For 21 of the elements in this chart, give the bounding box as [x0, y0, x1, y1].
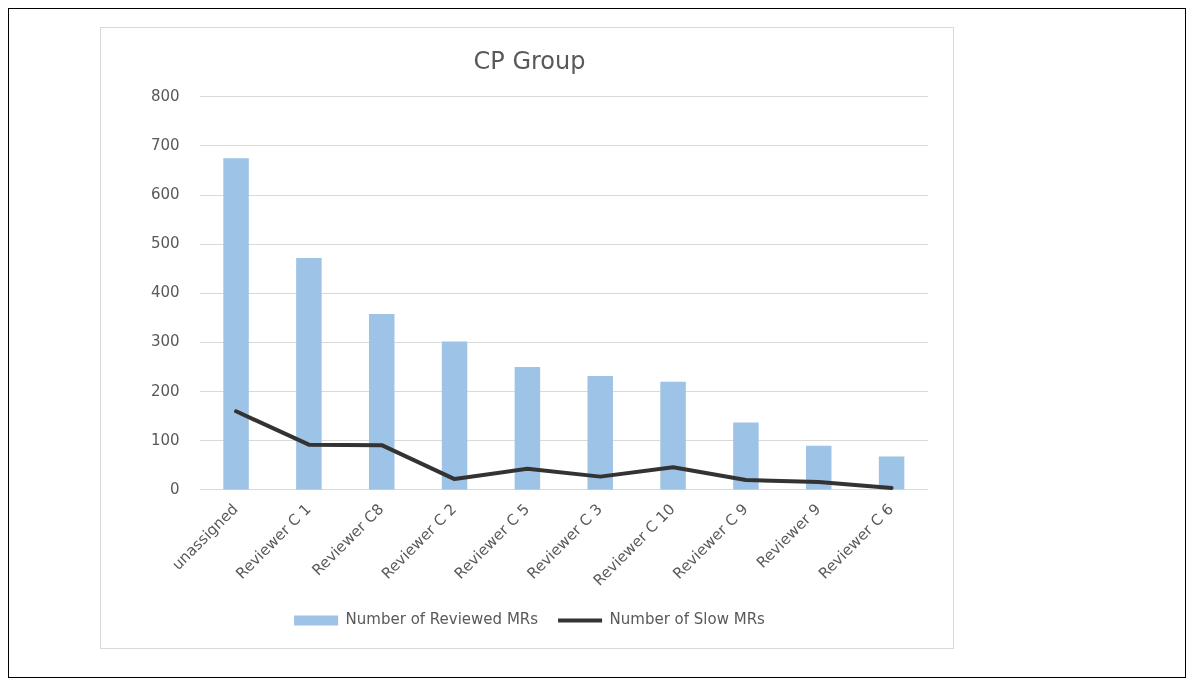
y-tick-label: 700	[150, 135, 180, 154]
bar	[296, 257, 322, 490]
y-tick-label: 0	[170, 479, 180, 498]
bar	[733, 422, 759, 490]
chart-title: CP Group	[473, 46, 586, 75]
bar	[587, 375, 613, 490]
bar	[223, 158, 249, 490]
bar	[660, 381, 686, 490]
y-tick-label: 200	[150, 381, 180, 400]
y-tick-label: 800	[150, 86, 180, 105]
legend-label: Number of Reviewed MRs	[345, 610, 539, 629]
bar	[878, 456, 905, 490]
y-tick-label: 500	[150, 234, 180, 253]
bar	[514, 367, 541, 490]
legend-label: Number of Slow MRs	[609, 610, 766, 629]
y-tick-label: 100	[150, 430, 180, 449]
bar	[368, 313, 395, 490]
y-tick-label: 300	[150, 332, 180, 351]
y-tick-label: 600	[150, 184, 180, 203]
bar	[441, 341, 468, 490]
y-tick-label: 400	[150, 283, 180, 302]
